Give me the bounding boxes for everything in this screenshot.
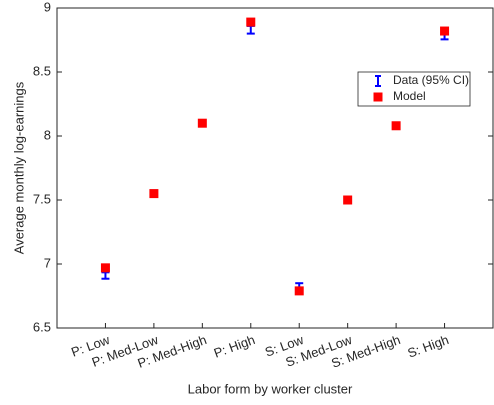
y-tick-label: 8 [44,127,51,142]
legend-label: Model [393,89,426,103]
error-bar [101,271,110,280]
legend-label: Data (95% CI) [393,73,469,87]
marker [343,195,353,205]
y-tick-label: 6.5 [33,319,51,334]
marker [294,286,304,296]
error-bar [246,24,255,35]
x-tick-label: S: High [406,332,451,361]
marker [149,189,159,199]
y-tick-label: 7 [44,255,51,270]
marker [246,17,256,27]
marker [391,121,401,131]
marker [440,26,450,36]
y-tick-label: 9 [44,0,51,14]
plot-area [56,7,494,329]
y-tick-label: 8.5 [33,63,51,78]
marker [100,263,110,273]
y-axis-label: Average monthly log-earnings [11,81,26,254]
x-tick-label: P: High [212,332,257,361]
marker [197,118,207,128]
y-tick-label: 7.5 [33,191,51,206]
x-axis-label: Labor form by worker cluster [188,381,353,396]
legend-symbol [373,92,383,102]
